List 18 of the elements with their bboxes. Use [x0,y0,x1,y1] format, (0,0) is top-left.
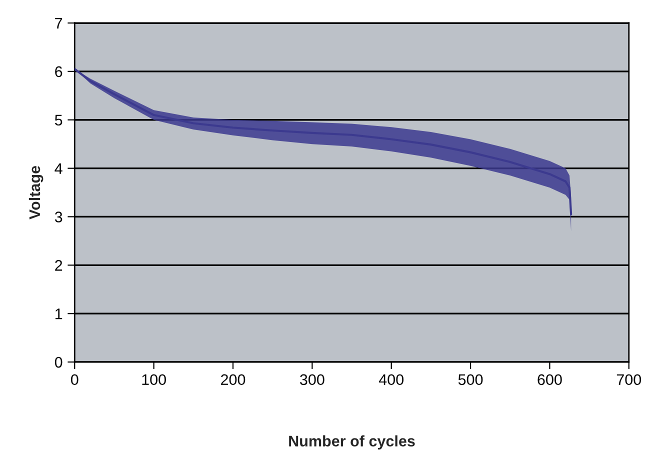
y-tick-label: 0 [54,356,62,368]
x-tick-label: 300 [300,374,324,386]
y-tick-label: 4 [54,163,62,174]
y-tick-label: 1 [56,308,62,320]
x-tick-label: 0 [70,374,78,386]
y-tick-label: 2 [55,260,62,271]
x-axis-title: Number of cycles [289,435,415,450]
x-tick-label: 700 [616,374,642,386]
y-tick-label: 3 [54,212,62,222]
x-tick-label: 200 [221,374,246,386]
x-tick-label: 400 [378,374,404,386]
x-tick-label: 100 [142,374,166,386]
y-axis-title: Voltage [28,166,44,220]
x-tick-label: 500 [458,374,483,386]
y-tick-label: 5 [54,114,62,126]
y-tick-label: 7 [55,18,62,29]
x-tick-label: 600 [538,374,562,386]
y-tick-label: 6 [55,66,62,78]
